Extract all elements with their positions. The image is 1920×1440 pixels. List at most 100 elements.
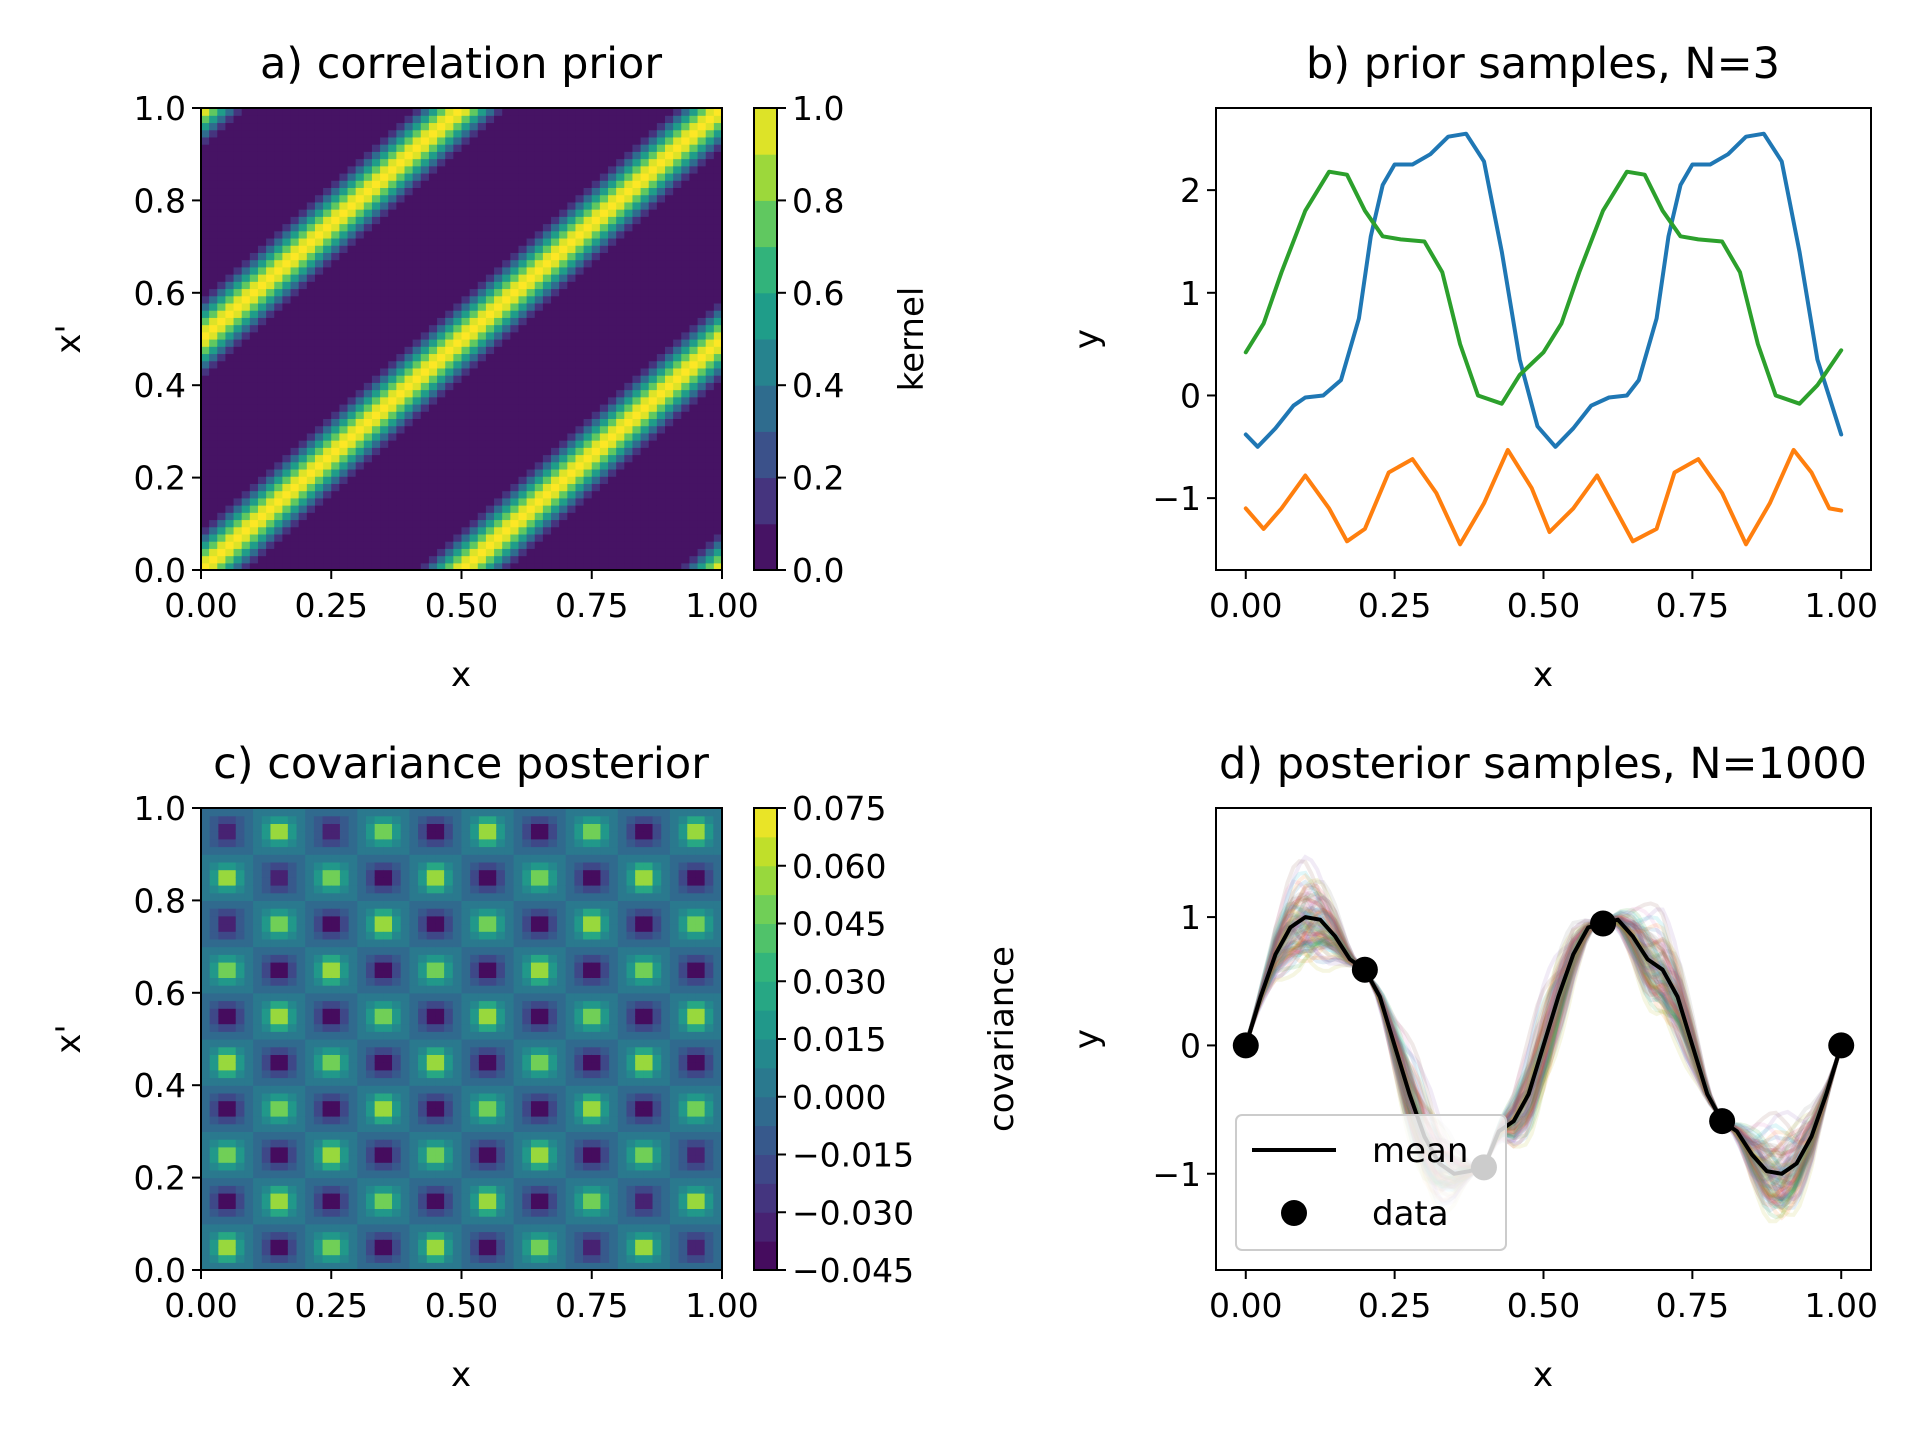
heatmap-cell xyxy=(542,158,552,167)
heatmap-cell xyxy=(296,992,306,1002)
heatmap-cell xyxy=(388,519,397,528)
heatmap-cell xyxy=(616,512,625,521)
heatmap-cell xyxy=(404,230,414,239)
heatmap-cell xyxy=(225,411,235,420)
heatmap-cell xyxy=(296,1231,306,1240)
heatmap-cell xyxy=(445,187,454,196)
heatmap-cell xyxy=(616,331,625,340)
heatmap-cell xyxy=(689,274,699,282)
heatmap-cell xyxy=(323,237,332,246)
heatmap-cell xyxy=(209,490,218,499)
heatmap-cell xyxy=(225,382,235,391)
heatmap-cell xyxy=(640,216,650,225)
heatmap-cell xyxy=(235,1177,246,1186)
heatmap-cell xyxy=(559,108,568,116)
heatmap-cell xyxy=(713,432,722,441)
heatmap-cell xyxy=(575,165,585,174)
heatmap-cell xyxy=(249,562,259,570)
heatmap-cell xyxy=(673,201,682,210)
heatmap-cell xyxy=(445,115,454,124)
heatmap-cell xyxy=(380,209,389,217)
heatmap-cell xyxy=(437,122,446,131)
heatmap-cell xyxy=(420,533,430,542)
heatmap-cell xyxy=(502,382,511,391)
heatmap-cell xyxy=(244,1208,254,1217)
heatmap-cell xyxy=(209,861,219,871)
heatmap-cell xyxy=(209,1177,219,1186)
heatmap-cell xyxy=(705,339,715,347)
heatmap-cell xyxy=(510,519,520,528)
heatmap-cell xyxy=(296,1116,306,1125)
heatmap-cell xyxy=(485,468,495,477)
heatmap-cell xyxy=(218,1116,228,1125)
heatmap-cell xyxy=(412,346,422,355)
heatmap-cell xyxy=(339,440,349,448)
heatmap-cell xyxy=(534,505,544,513)
heatmap-cell xyxy=(266,136,275,145)
heatmap-cell xyxy=(697,541,707,549)
heatmap-cell xyxy=(274,418,284,427)
heatmap-cell xyxy=(469,468,479,477)
heatmap-cell xyxy=(233,302,243,311)
heatmap-cell xyxy=(494,447,503,456)
heatmap-cell xyxy=(485,447,495,456)
heatmap-cell xyxy=(347,339,357,347)
heatmap-cell xyxy=(306,512,316,521)
heatmap-cell xyxy=(355,223,365,232)
heatmap-cell xyxy=(347,209,357,217)
heatmap-cell xyxy=(518,310,528,318)
heatmap-cell xyxy=(241,411,251,420)
heatmap-cell xyxy=(323,180,332,189)
heatmap-cell xyxy=(445,288,454,297)
heatmap-cell xyxy=(388,353,397,362)
heatmap-cell xyxy=(314,266,324,275)
heatmap-cell xyxy=(363,353,373,362)
heatmap-cell xyxy=(225,122,235,131)
heatmap-cell xyxy=(469,129,479,138)
heatmap-cell xyxy=(201,447,210,456)
heatmap-cell xyxy=(253,900,263,909)
heatmap-cell xyxy=(705,194,715,203)
heatmap-cell xyxy=(314,144,324,152)
heatmap-cell xyxy=(380,454,389,463)
heatmap-cell xyxy=(314,108,324,116)
heatmap-cell xyxy=(371,237,381,246)
heatmap-cell xyxy=(227,969,237,978)
heatmap-cell xyxy=(567,180,577,189)
heatmap-cell xyxy=(331,382,340,391)
heatmap-cell xyxy=(477,461,487,470)
heatmap-cell xyxy=(396,396,406,405)
heatmap-cell xyxy=(461,346,471,355)
heatmap-cell xyxy=(217,425,227,434)
heatmap-cell xyxy=(331,187,340,196)
heatmap-cell xyxy=(485,548,495,557)
heatmap-cell xyxy=(287,1046,298,1055)
heatmap-cell xyxy=(591,490,601,499)
heatmap-cell xyxy=(437,266,446,275)
heatmap-cell xyxy=(388,302,397,311)
heatmap-cell xyxy=(290,115,300,124)
heatmap-cell xyxy=(270,1239,280,1248)
heatmap-cell xyxy=(241,165,251,174)
heatmap-cell xyxy=(363,216,373,225)
heatmap-cell xyxy=(363,461,373,470)
heatmap-cell xyxy=(331,555,340,564)
heatmap-cell xyxy=(575,418,585,427)
heatmap-cell xyxy=(502,346,511,355)
heatmap-cell xyxy=(656,324,666,333)
heatmap-cell xyxy=(681,541,691,549)
heatmap-cell xyxy=(209,1262,219,1270)
heatmap-cell xyxy=(567,440,577,448)
heatmap-cell xyxy=(656,339,666,347)
panel-a-y-tick-label: 0.6 xyxy=(134,274,186,313)
heatmap-cell xyxy=(306,418,316,427)
heatmap-cell xyxy=(270,1177,280,1186)
heatmap-cell xyxy=(469,562,479,570)
heatmap-cell xyxy=(567,346,577,355)
heatmap-cell xyxy=(209,288,218,297)
heatmap-cell xyxy=(380,245,389,253)
heatmap-cell xyxy=(518,274,528,282)
heatmap-cell xyxy=(461,396,471,405)
heatmap-cell xyxy=(445,310,454,318)
